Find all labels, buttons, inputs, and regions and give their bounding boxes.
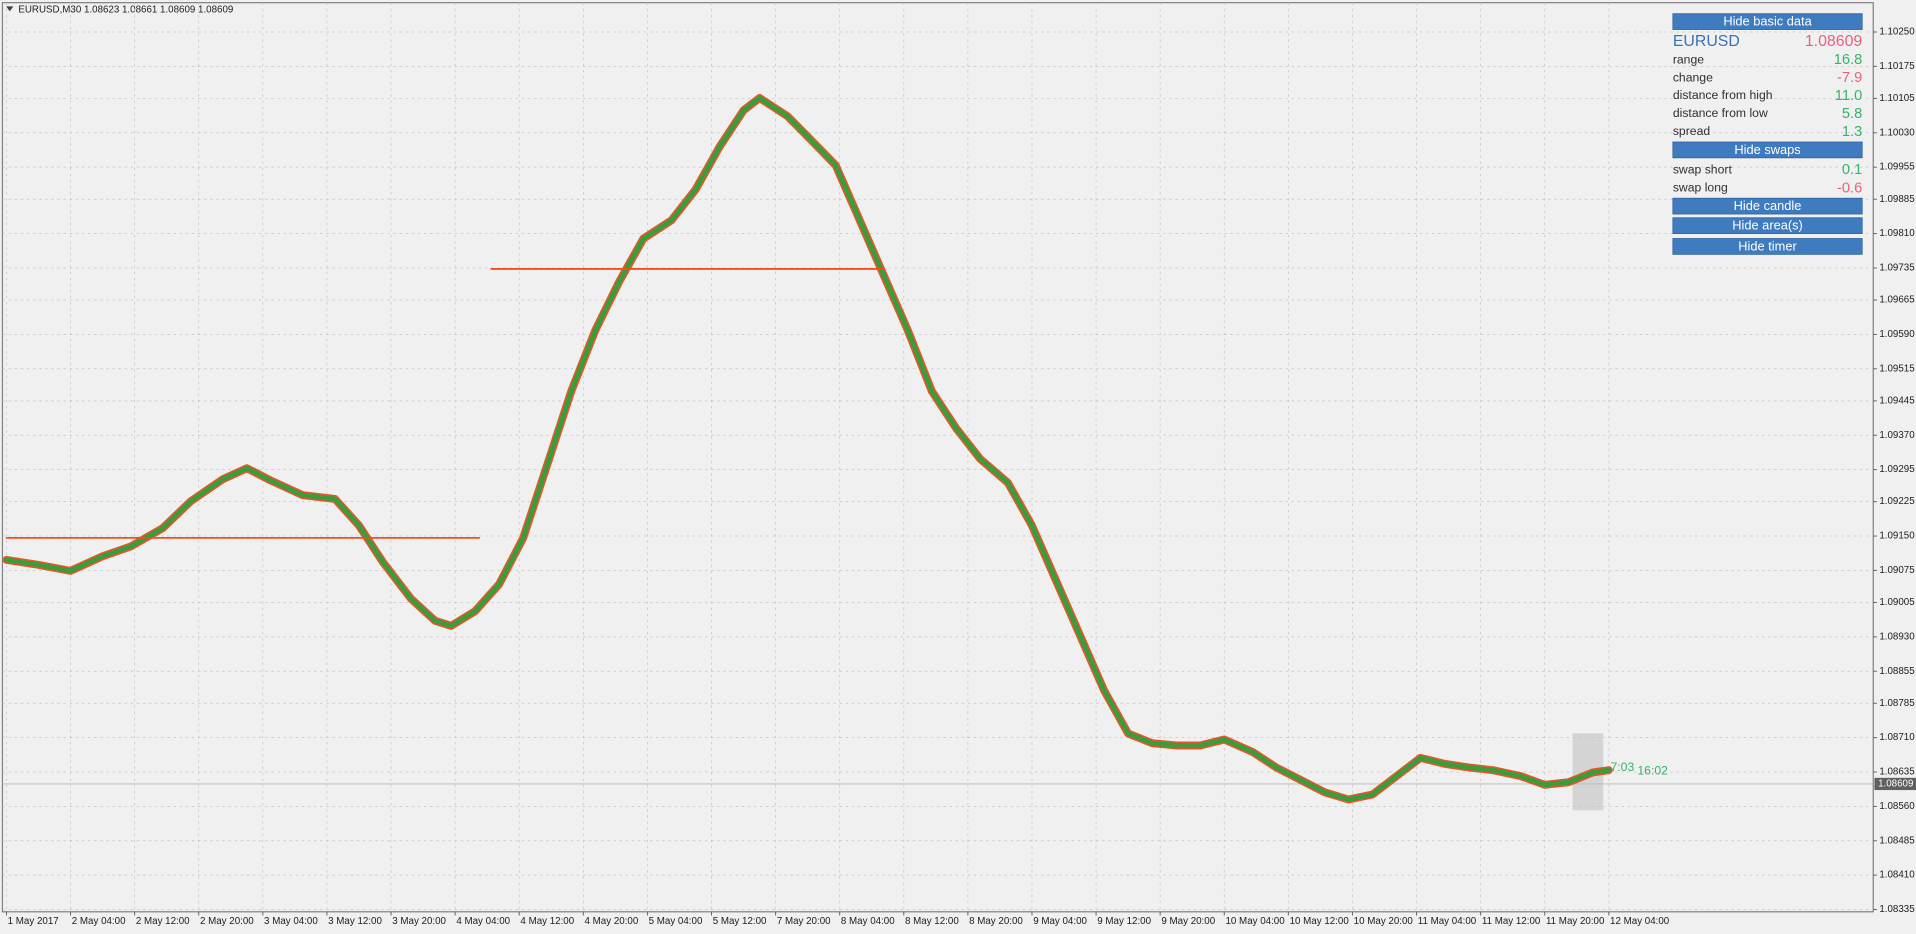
y-tick-label: 1.09590 (1879, 329, 1915, 340)
button-label[interactable]: Hide basic data (1723, 14, 1812, 29)
y-tick-label: 1.08635 (1879, 767, 1915, 778)
x-tick-label: 8 May 20:00 (969, 916, 1023, 927)
button-label[interactable]: Hide area(s) (1732, 218, 1803, 233)
x-tick-label: 9 May 04:00 (1033, 916, 1087, 927)
x-tick-label: 11 May 12:00 (1482, 916, 1541, 927)
button[interactable] (1672, 217, 1863, 234)
y-tick-label: 1.09515 (1879, 363, 1915, 374)
y-tick-label: 1.09955 (1879, 162, 1915, 173)
y-tick-label: 1.09150 (1879, 531, 1915, 542)
x-tick-label: 3 May 20:00 (392, 916, 446, 927)
x-tick-label: 10 May 12:00 (1290, 916, 1350, 927)
x-tick-label: 11 May 20:00 (1546, 916, 1605, 927)
x-tick-label: 9 May 12:00 (1097, 916, 1151, 927)
row-label: swap short (1673, 162, 1733, 176)
x-tick-label: 2 May 12:00 (136, 916, 190, 927)
y-tick-label: 1.09225 (1879, 496, 1915, 507)
y-tick-label: 1.09445 (1879, 395, 1915, 406)
button[interactable] (1672, 238, 1863, 255)
y-tick-label: 1.08855 (1879, 666, 1915, 677)
bid-label-bg (1874, 777, 1916, 791)
x-tick-label: 5 May 12:00 (713, 916, 767, 927)
row-label: distance from low (1673, 106, 1768, 120)
y-tick-label: 1.10175 (1879, 61, 1915, 72)
timer: 7:03 (1611, 760, 1635, 774)
button-label[interactable]: Hide timer (1738, 238, 1797, 253)
x-tick-label: 12 May 04:00 (1610, 916, 1670, 927)
x-tick-label: 10 May 20:00 (1354, 916, 1414, 927)
y-tick-label: 1.09370 (1879, 430, 1915, 441)
x-tick-label: 3 May 04:00 (264, 916, 318, 927)
bid-label: 1.08609 (1878, 779, 1913, 790)
symbol: EURUSD (1673, 33, 1740, 50)
button-label[interactable]: Hide candle (1734, 198, 1802, 213)
y-tick-label: 1.09885 (1879, 194, 1915, 205)
plot-frame (1, 2, 1874, 913)
row-label: distance from high (1673, 88, 1773, 102)
button[interactable] (1672, 13, 1863, 30)
x-tick-label: 4 May 04:00 (456, 916, 510, 927)
x-tick-label: 1 May 2017 (8, 916, 59, 927)
row-label: swap long (1673, 181, 1728, 195)
y-tick-label: 1.09295 (1879, 464, 1915, 475)
x-tick-label: 9 May 20:00 (1161, 916, 1215, 927)
line (4, 95, 1612, 802)
y-tick-label: 1.10105 (1879, 93, 1915, 104)
row-value: 5.8 (1842, 106, 1862, 122)
price: 1.08609 (1805, 33, 1863, 50)
timer: 16:02 (1637, 763, 1668, 777)
row-value: 11.0 (1835, 88, 1862, 104)
y-tick-label: 1.10250 (1879, 27, 1915, 38)
row-value: -7.9 (1837, 70, 1862, 86)
x-tick-label: 7 May 20:00 (777, 916, 831, 927)
x-tick-label: 4 May 12:00 (520, 916, 574, 927)
row-label: range (1673, 52, 1704, 66)
button-label[interactable]: Hide swaps (1734, 142, 1800, 157)
y-tick-label: 1.09810 (1879, 228, 1915, 239)
y-tick-label: 1.08335 (1879, 904, 1915, 915)
y-tick-label: 1.10030 (1879, 127, 1915, 138)
y-tick-label: 1.08930 (1879, 631, 1915, 642)
menu-arrow[interactable] (6, 6, 14, 12)
x-tick-label: 3 May 12:00 (328, 916, 382, 927)
y-tick-label: 1.08560 (1879, 801, 1915, 812)
button[interactable] (1672, 197, 1863, 215)
chart-title: EURUSD,M30 1.08623 1.08661 1.08609 1.086… (18, 5, 233, 16)
row-value: 0.1 (1842, 162, 1862, 178)
row-value: -0.6 (1837, 180, 1862, 196)
row-value: 1.3 (1842, 124, 1862, 140)
x-tick-label: 2 May 20:00 (200, 916, 254, 927)
y-tick-label: 1.09075 (1879, 565, 1915, 576)
x-tick-label: 8 May 12:00 (905, 916, 959, 927)
y-tick-label: 1.09665 (1879, 295, 1915, 306)
y-tick-label: 1.09005 (1879, 597, 1915, 608)
x-tick-label: 11 May 04:00 (1418, 916, 1477, 927)
row-value: 16.8 (1834, 52, 1863, 68)
y-tick-label: 1.09735 (1879, 263, 1915, 274)
button[interactable] (1672, 141, 1863, 159)
x-tick-label: 4 May 20:00 (585, 916, 639, 927)
y-tick-label: 1.08485 (1879, 835, 1915, 846)
y-tick-label: 1.08785 (1879, 698, 1915, 709)
x-tick-label: 10 May 04:00 (1225, 916, 1285, 927)
y-tick-label: 1.08710 (1879, 732, 1915, 743)
row-label: spread (1673, 124, 1710, 138)
x-tick-label: 2 May 04:00 (72, 916, 126, 927)
x-tick-label: 8 May 04:00 (841, 916, 895, 927)
row-label: change (1673, 70, 1713, 84)
x-tick-label: 5 May 04:00 (649, 916, 703, 927)
y-tick-label: 1.08410 (1879, 870, 1915, 881)
